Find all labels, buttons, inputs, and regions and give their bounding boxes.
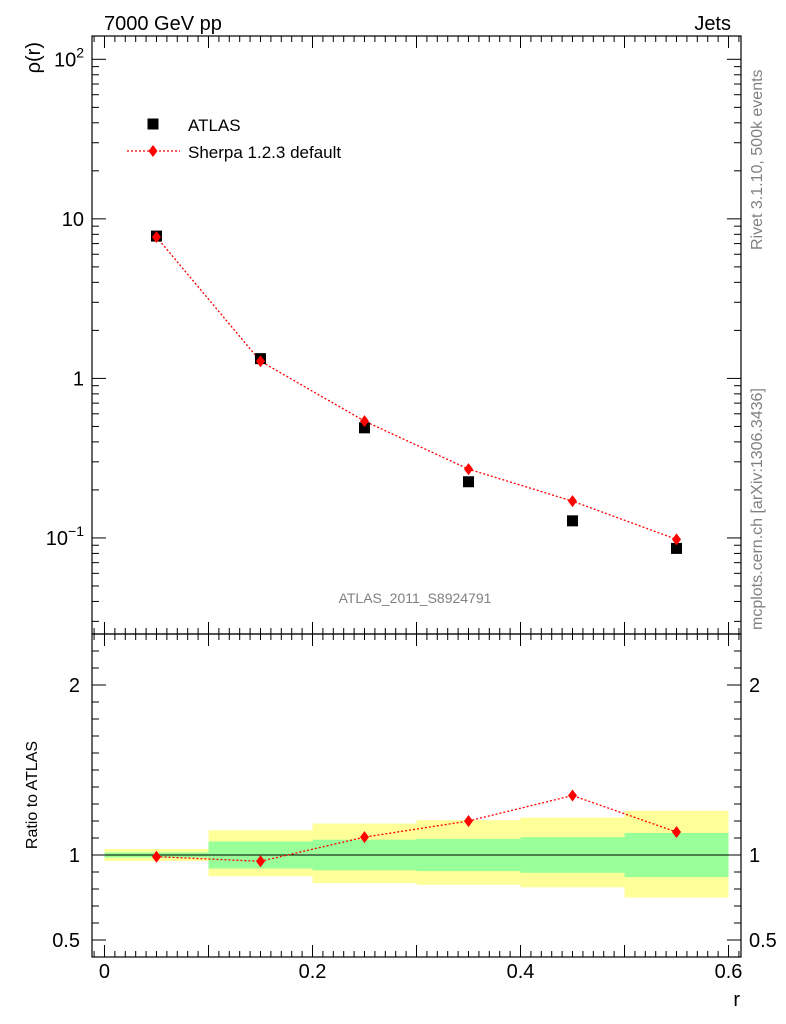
y-tick-label: 102 bbox=[54, 44, 84, 71]
sherpa-prediction-point bbox=[151, 230, 161, 243]
legend-label-sherpa: Sherpa 1.2.3 default bbox=[188, 143, 341, 162]
sherpa-ratio-point bbox=[568, 789, 578, 802]
ratio-y-tick-label-right: 2 bbox=[749, 675, 760, 697]
atlas-data-point bbox=[463, 476, 475, 488]
legend-marker-sherpa bbox=[148, 145, 158, 157]
ratio-uncertainty-bands bbox=[104, 810, 729, 898]
ratio-y-axis-label: Ratio to ATLAS bbox=[24, 741, 41, 849]
sherpa-ratio-point bbox=[151, 850, 161, 863]
ratio-y-tick-label-right: 0.5 bbox=[749, 930, 777, 952]
axes: 0 0.2 0.4 0.6 10−1 1 10 102 0.5 0.5 1 1 2 2 bbox=[46, 35, 777, 983]
x-tick-label: 0.4 bbox=[507, 961, 535, 983]
legend-label-atlas: ATLAS bbox=[188, 116, 241, 135]
y-tick-label: 10 bbox=[62, 209, 84, 231]
header-right: Jets bbox=[694, 13, 731, 35]
sherpa-ratio-point bbox=[464, 815, 474, 827]
series-markers bbox=[150, 230, 683, 868]
sherpa-prediction-point bbox=[464, 463, 474, 476]
labels: 7000 GeV pp Jets Rivet 3.1.10, 500k even… bbox=[23, 13, 766, 1011]
sherpa-ratio-point bbox=[255, 855, 265, 868]
sherpa-prediction-point bbox=[568, 495, 578, 508]
sherpa-prediction-point bbox=[255, 355, 265, 368]
atlas-data-point bbox=[671, 542, 683, 554]
main-y-axis-label: ρ(r) bbox=[23, 42, 45, 73]
side-text-bottom: mcplots.cern.ch [arXiv:1306.3436] bbox=[749, 388, 766, 630]
sherpa-prediction-point bbox=[672, 533, 682, 546]
ratio-y-tick-label-right: 1 bbox=[749, 845, 760, 867]
series-lines bbox=[155, 236, 677, 862]
y-tick-label: 10−1 bbox=[46, 523, 84, 550]
y-tick-label: 1 bbox=[73, 368, 84, 390]
ratio-y-tick-label-left: 0.5 bbox=[52, 930, 80, 952]
sherpa-prediction-line bbox=[155, 236, 677, 540]
legend: ATLAS Sherpa 1.2.3 default bbox=[127, 116, 341, 162]
ratio-panel-frame bbox=[91, 633, 742, 958]
x-tick-label: 0.6 bbox=[715, 961, 743, 983]
sherpa-ratio-point bbox=[672, 826, 682, 839]
x-tick-label: 0.2 bbox=[299, 961, 327, 983]
analysis-label: ATLAS_2011_S8924791 bbox=[339, 590, 492, 606]
x-axis-label: r bbox=[733, 989, 740, 1011]
sherpa-ratio-line bbox=[156, 794, 677, 862]
ratio-y-tick-label-left: 1 bbox=[69, 845, 80, 867]
side-text-top: Rivet 3.1.10, 500k events bbox=[749, 69, 766, 250]
sherpa-prediction-point bbox=[359, 415, 369, 428]
atlas-data-point bbox=[358, 422, 370, 434]
atlas-data-point bbox=[567, 515, 579, 527]
sherpa-ratio-point bbox=[359, 831, 369, 844]
legend-marker-atlas bbox=[147, 118, 159, 130]
x-tick-label: 0 bbox=[99, 961, 110, 983]
ratio-y-tick-label-left: 2 bbox=[69, 675, 80, 697]
header-left: 7000 GeV pp bbox=[104, 13, 222, 35]
